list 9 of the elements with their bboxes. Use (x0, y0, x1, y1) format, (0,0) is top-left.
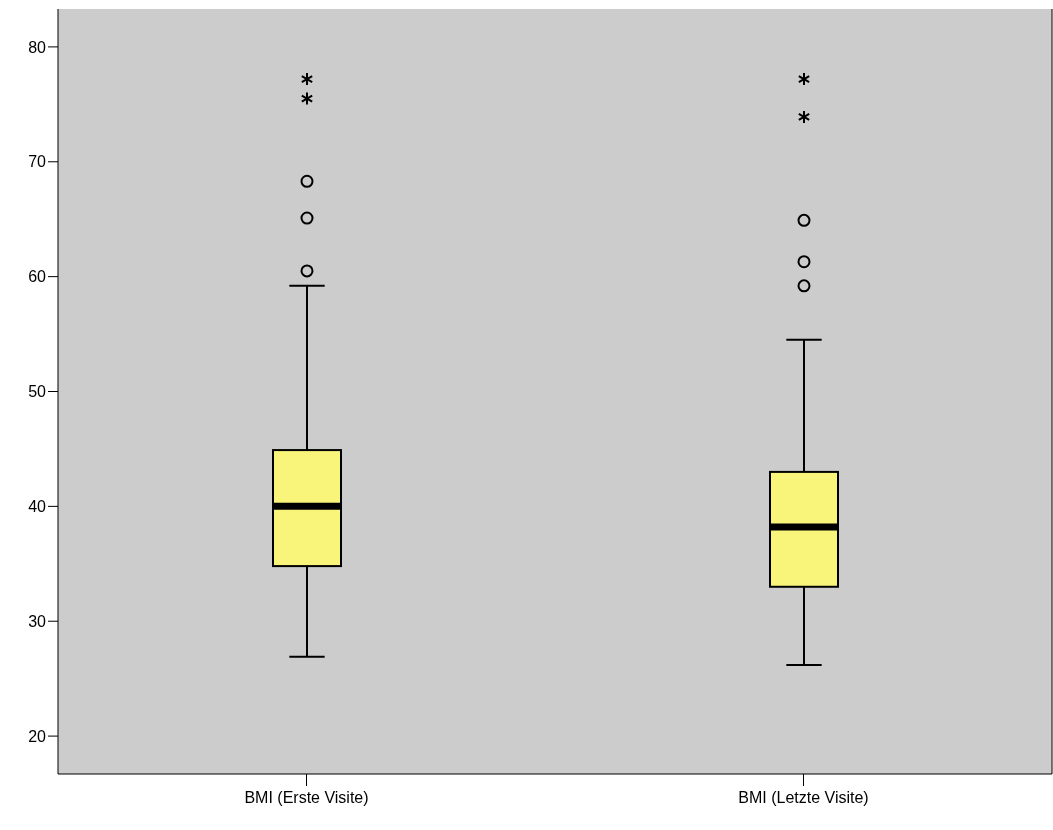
y-tick-label: 60 (28, 268, 47, 286)
x-tick-label: BMI (Erste Visite) (244, 789, 369, 807)
x-tick-label: BMI (Letzte Visite) (738, 789, 869, 807)
y-tick-label: 70 (28, 153, 47, 171)
y-tick-label: 50 (28, 383, 47, 401)
y-tick-label: 40 (28, 498, 47, 516)
y-tick-label: 80 (28, 38, 47, 56)
y-tick-label: 30 (28, 612, 47, 630)
y-tick-label: 20 (28, 727, 47, 745)
